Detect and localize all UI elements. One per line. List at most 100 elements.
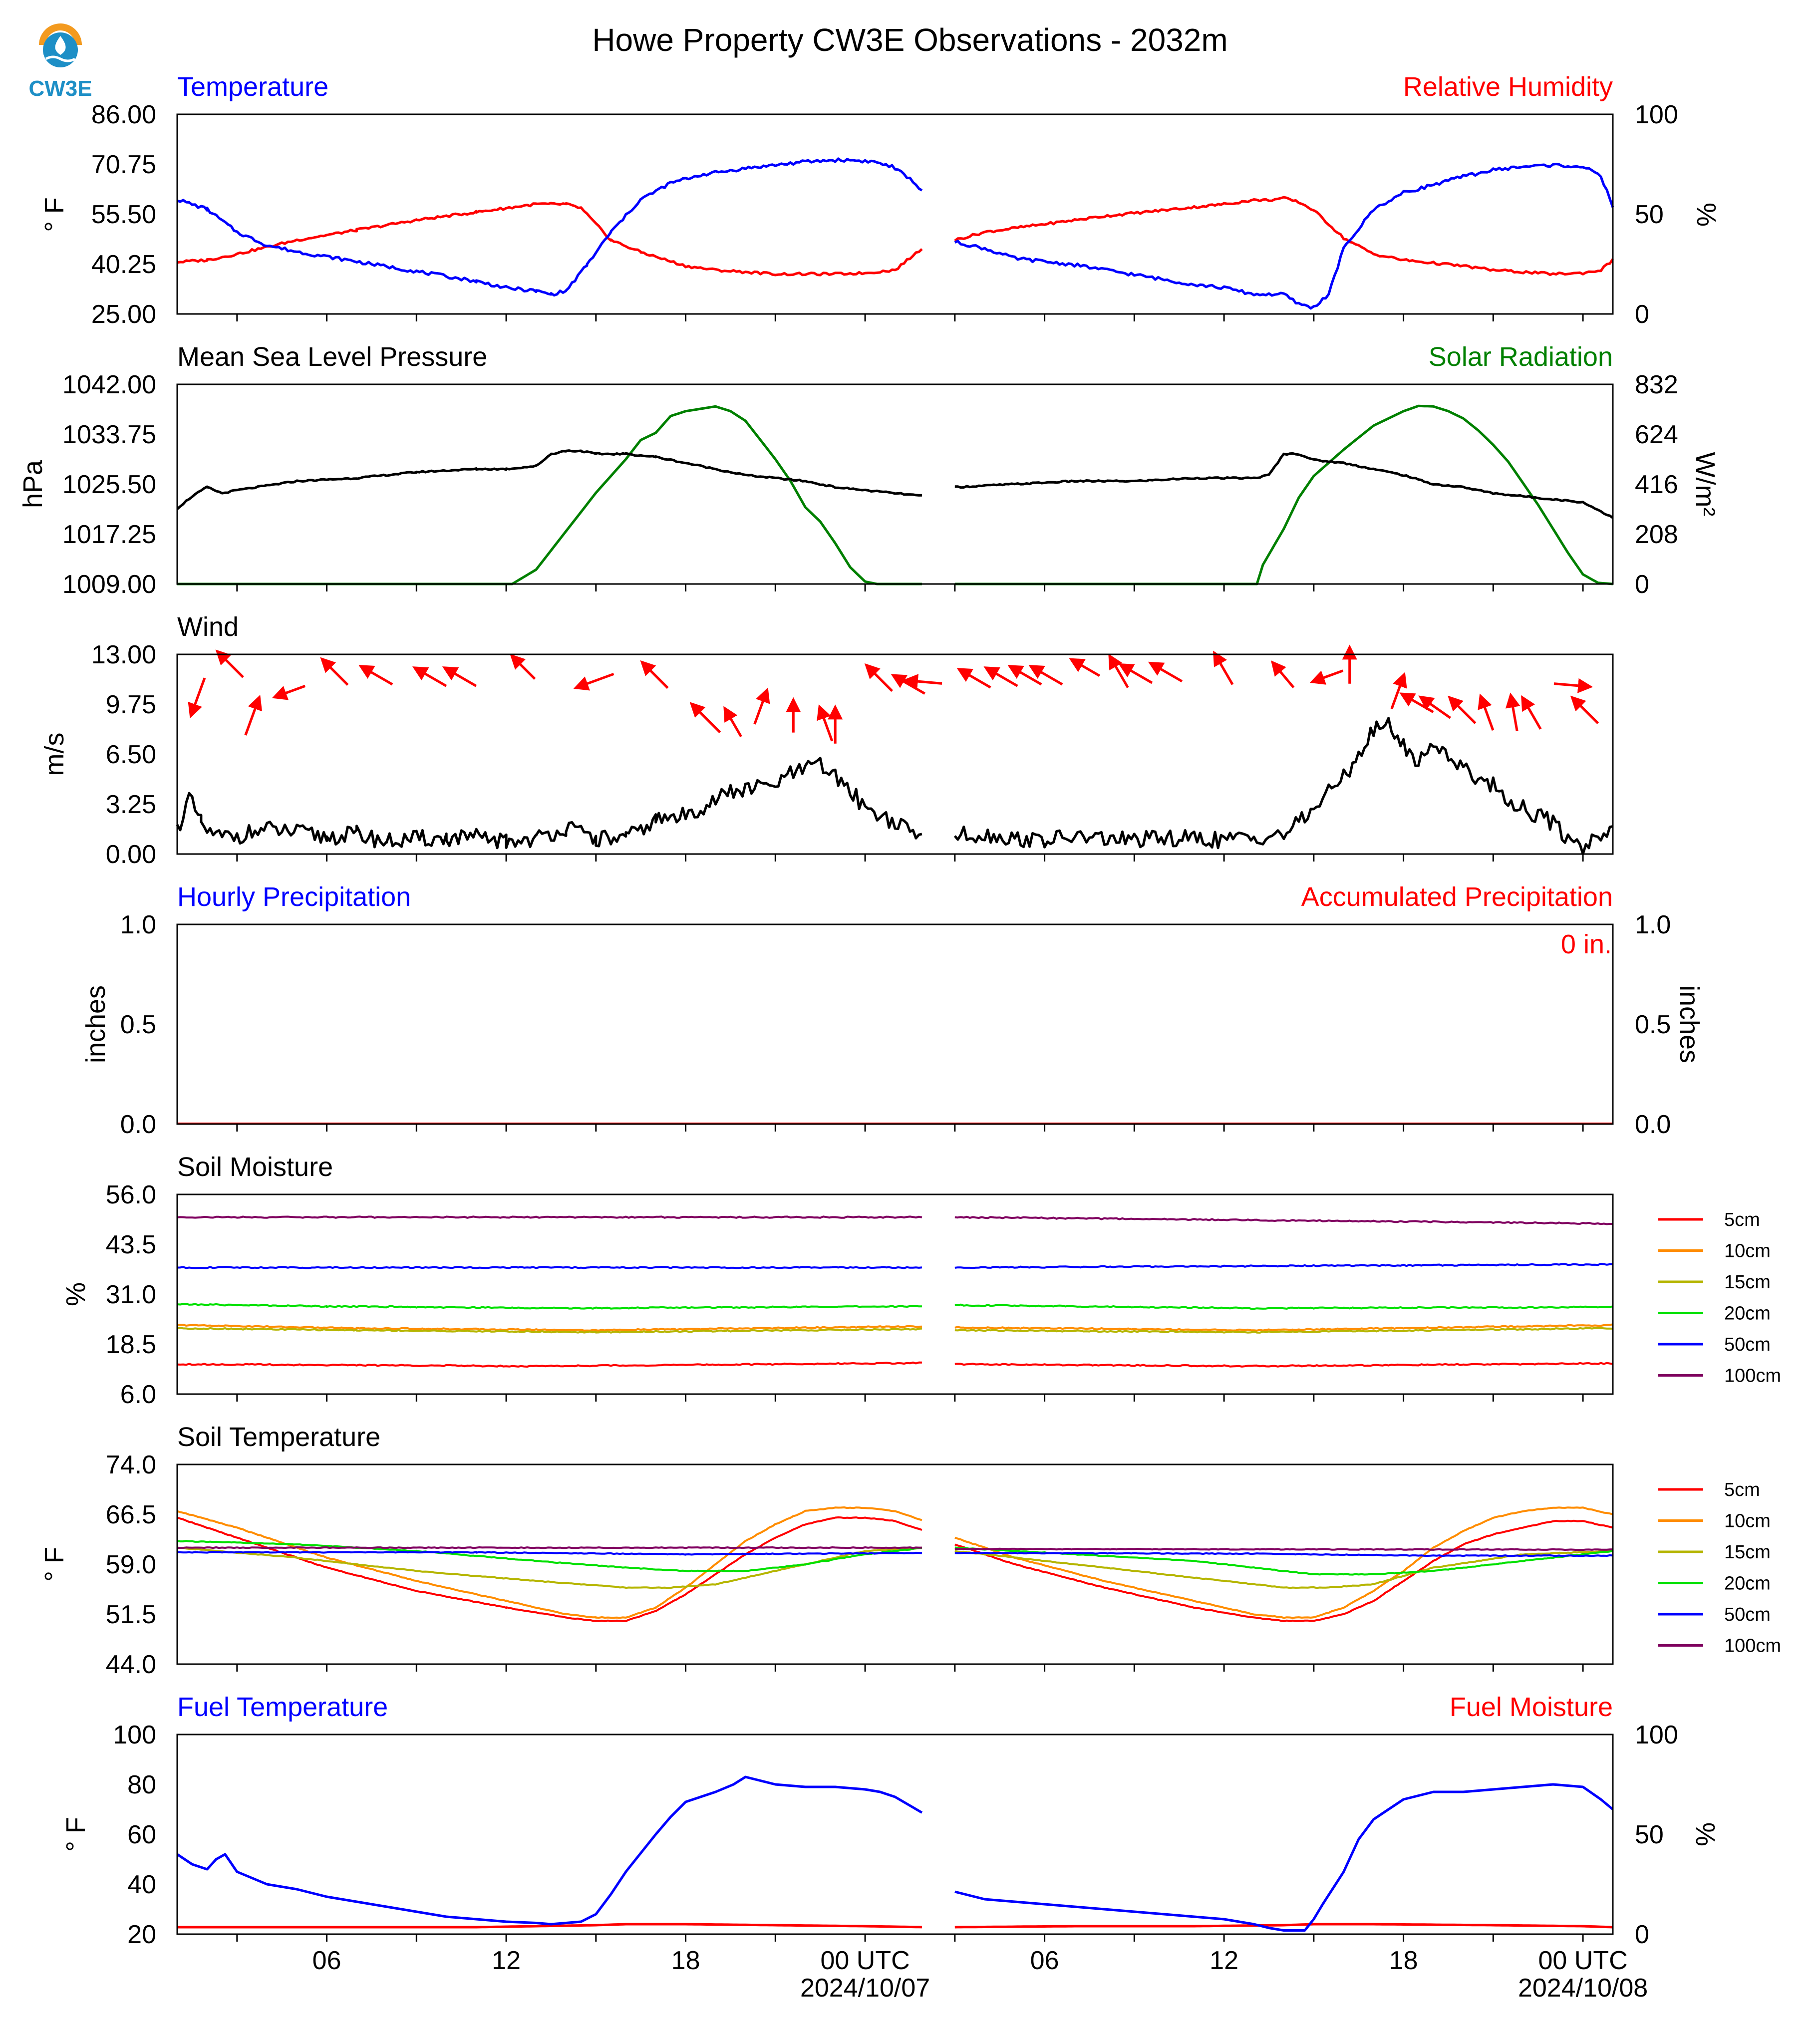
ft-tick-0: 100	[113, 1721, 156, 1749]
wind-vector-21	[983, 666, 1018, 687]
wind-vector-32	[1390, 672, 1407, 709]
mslp-tick-0: 1042.00	[62, 370, 156, 399]
pressure-left-ticks: 1042.00 1033.75 1025.50 1017.25 1009.00	[62, 370, 156, 599]
precip-tick-1: 0.5	[120, 1010, 156, 1039]
soil-moisture-5cm-line-segment-1	[177, 1361, 922, 1368]
solar-right-ticks: 832 624 416 208 0	[1635, 370, 1678, 599]
soil-moisture-20cm-line-segment-1	[177, 1303, 922, 1310]
x-label-5: 12	[1210, 1946, 1238, 1975]
soil-temperature-5cm-line-segment-2	[954, 1519, 1613, 1622]
soil-moisture-15cm-line-segment-1	[177, 1327, 922, 1334]
x-label-7: 00 UTC	[1538, 1946, 1628, 1975]
legend-label-100cm: 100cm	[1724, 1366, 1781, 1387]
solar-tick-4: 0	[1635, 570, 1649, 599]
solar-tick-0: 832	[1635, 370, 1678, 399]
wind-vector-5	[358, 665, 393, 686]
wind-vector-9	[573, 672, 614, 691]
fm-tick-2: 0	[1635, 1920, 1649, 1949]
humidity-line-segment-1	[177, 202, 923, 277]
fuel-moisture-unit: %	[1690, 1822, 1720, 1846]
st-tick-3: 51.5	[106, 1600, 156, 1629]
mslp-tick-4: 1009.00	[62, 570, 156, 599]
precip-tick-2: 0.0	[120, 1110, 156, 1139]
accum-precip-title: Accumulated Precipitation	[1301, 882, 1613, 912]
precip-left-unit: inches	[81, 985, 111, 1063]
soil-moisture-frame	[176, 1193, 1614, 1395]
mslp-tick-3: 1017.25	[62, 520, 156, 549]
soil-temperature-title: Soil Temperature	[177, 1422, 380, 1452]
sm-tick-3: 18.5	[106, 1330, 156, 1359]
wind-tick-3: 3.25	[106, 790, 156, 819]
wind-vector-40	[1570, 695, 1599, 724]
x-label-6: 18	[1389, 1946, 1418, 1975]
wind-vector-7	[442, 666, 477, 687]
wind-vector-39	[1553, 678, 1593, 693]
soil-moisture-title: Soil Moisture	[177, 1152, 333, 1182]
wind-unit: m/s	[39, 733, 69, 776]
soil-temperature-15cm-line-segment-2	[954, 1550, 1613, 1589]
wind-vector-27	[1148, 661, 1183, 683]
fuel-temperature-line-segment-1	[176, 1775, 923, 1926]
accum-tick-0: 1.0	[1635, 910, 1671, 939]
st-tick-1: 66.5	[106, 1500, 156, 1529]
x-label-2: 18	[671, 1946, 700, 1975]
sm-tick-4: 6.0	[120, 1380, 156, 1409]
wind-tick-4: 0.00	[106, 840, 156, 869]
soil-temperature-10cm-line-segment-2	[954, 1506, 1613, 1619]
legend-label-20cm: 20cm	[1724, 1573, 1771, 1594]
wind-vector-26	[1118, 663, 1153, 684]
humidity-unit: %	[1691, 203, 1721, 227]
wind-vector-24	[1069, 658, 1101, 677]
soil-moisture-100cm-line-segment-2	[954, 1215, 1613, 1225]
wind-vector-4	[320, 657, 349, 686]
x-label-0: 06	[312, 1946, 341, 1975]
temp-tick-2: 55.50	[91, 200, 156, 229]
fuel-frame	[176, 1734, 1614, 1935]
pressure-title: Mean Sea Level Pressure	[177, 342, 487, 372]
wind-vector-1	[215, 649, 244, 678]
fuel-moisture-line-segment-1	[177, 1923, 922, 1929]
soil-temperature-100cm-line-segment-2	[954, 1547, 1613, 1551]
wind-vector-11	[689, 702, 721, 733]
solar-tick-2: 416	[1635, 470, 1678, 499]
humidity-right-ticks: 100 50 0	[1635, 100, 1678, 329]
wind-vector-10	[640, 660, 669, 689]
fuel-temperature-line-segment-2	[954, 1783, 1614, 1932]
soil-moisture-20cm-line-segment-2	[954, 1303, 1613, 1310]
wind-vector-22	[1007, 665, 1042, 686]
fuel-temperature-unit: ° F	[61, 1817, 91, 1852]
temp-tick-4: 25.00	[91, 300, 156, 329]
wind-vector-34	[1418, 695, 1451, 719]
hourly-precip-title: Hourly Precipitation	[177, 882, 411, 912]
wind-vector-35	[1448, 695, 1477, 724]
x-label-1: 12	[492, 1946, 521, 1975]
accum-tick-2: 0.0	[1635, 1110, 1671, 1139]
soil-moisture-10cm-line-segment-1	[177, 1324, 922, 1332]
precip-tick-0: 1.0	[120, 910, 156, 939]
precip-left-ticks: 1.0 0.5 0.0	[120, 910, 156, 1139]
wind-left-ticks: 13.00 9.75 6.50 3.25 0.00	[91, 640, 156, 869]
wind-vector-3	[272, 685, 306, 700]
x-date-label-3: 2024/10/07	[800, 1974, 930, 2003]
soil-moisture-5cm-line-segment-2	[954, 1362, 1613, 1368]
wind-vector-2	[244, 695, 263, 736]
rh-tick-2: 0	[1635, 300, 1649, 329]
x-label-4: 06	[1030, 1946, 1059, 1975]
temp-tick-0: 86.00	[91, 100, 156, 129]
accum-precip-annotation: 0 in.	[1561, 929, 1612, 959]
ft-tick-4: 20	[127, 1920, 156, 1949]
soil-moisture-10cm-line-segment-2	[954, 1323, 1613, 1332]
fuel-temperature-title: Fuel Temperature	[177, 1692, 388, 1722]
x-date-label-7: 2024/10/08	[1518, 1974, 1648, 2003]
legend-label-10cm: 10cm	[1724, 1241, 1771, 1262]
legend-label-20cm: 20cm	[1724, 1303, 1771, 1324]
soil-temperature-plot-area	[177, 1506, 1613, 1622]
logo-text: CW3E	[28, 76, 92, 101]
legend-label-15cm: 15cm	[1724, 1542, 1771, 1563]
soil-moisture-unit: %	[61, 1282, 91, 1306]
humidity-title: Relative Humidity	[1403, 72, 1613, 102]
wind-vector-13	[753, 687, 770, 725]
ft-tick-3: 40	[127, 1870, 156, 1899]
legend-label-5cm: 5cm	[1724, 1479, 1760, 1500]
